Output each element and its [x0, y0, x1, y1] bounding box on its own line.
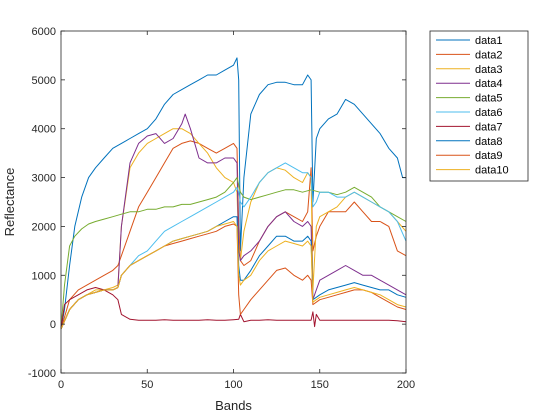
series-line-data1[interactable]: [60, 57, 406, 330]
y-tick-label: 5000: [32, 75, 56, 87]
x-tick-label: 200: [397, 379, 415, 391]
legend-label: data3: [475, 64, 503, 76]
y-tick-label: 6000: [32, 26, 56, 38]
y-tick-label: 3000: [32, 173, 56, 185]
y-tick-label: 2000: [32, 221, 56, 233]
y-tick-label: 4000: [32, 124, 56, 136]
x-axis-ticks: 0 50 100 150 200: [58, 31, 415, 391]
legend-label: data1: [475, 35, 503, 47]
legend-label: data4: [475, 78, 503, 90]
legend-box: [429, 30, 529, 182]
x-axis-label: Bands: [215, 398, 252, 413]
series-line-data2[interactable]: [60, 140, 407, 330]
legend-label: data6: [475, 107, 503, 119]
x-tick-label: 150: [311, 379, 329, 391]
legend-label: data5: [475, 93, 503, 105]
series-line-data4[interactable]: [60, 113, 407, 330]
x-tick-label: 0: [58, 379, 64, 391]
series-line-data10[interactable]: [60, 221, 407, 330]
x-tick-label: 100: [224, 379, 242, 391]
y-tick-label: -1000: [28, 368, 56, 380]
y-tick-label: 0: [50, 319, 56, 331]
legend[interactable]: data1 data2 data3 data4 data5 data6 data7 data8…: [429, 30, 529, 182]
y-tick-label: 1000: [32, 270, 56, 282]
series-line-data7[interactable]: [60, 287, 407, 330]
y-axis-ticks: -1000 0 1000 2000 3000 4000 5000 6000: [28, 26, 406, 380]
series-line-data5[interactable]: [60, 177, 407, 330]
legend-label: data9: [475, 150, 503, 162]
y-axis-label: Reflectance: [2, 168, 17, 237]
plot-area: [61, 31, 406, 373]
x-tick-label: 50: [141, 379, 153, 391]
series-layer: [60, 57, 407, 330]
legend-label: data8: [475, 136, 503, 148]
legend-label: data10: [475, 165, 509, 177]
legend-label: data2: [475, 49, 503, 61]
legend-label: data7: [475, 121, 503, 133]
